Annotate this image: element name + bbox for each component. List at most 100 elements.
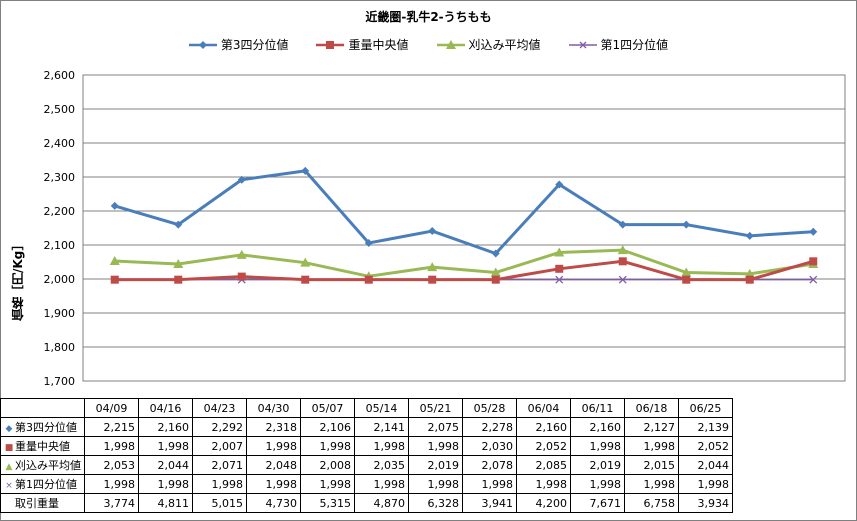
- data-label: 4,870: [354, 493, 409, 513]
- data-point-triangle: [236, 249, 247, 259]
- data-table: 04/09 04/16 04/23 04/30 05/07 05/14 05/21 05/28…: [0, 398, 733, 513]
- data-label: 3,934: [678, 493, 733, 513]
- series-line-triangle: [114, 248, 814, 278]
- data-label: 1,998: [678, 474, 733, 494]
- data-label: 2,160: [138, 417, 193, 437]
- data-label: 4,730: [246, 493, 301, 513]
- legend-entry: 第3四分位値: [188, 36, 288, 53]
- table-row-header: ◆ 第3四分位値: [0, 417, 85, 437]
- data-point-diamond: [364, 238, 373, 247]
- x-tick-label: 05/21: [408, 398, 463, 418]
- data-point-triangle: [109, 255, 120, 265]
- data-label: 4,200: [516, 493, 571, 513]
- data-label: 1,998: [246, 436, 301, 456]
- table-row-header: ▲ 刈込み平均値: [0, 455, 85, 475]
- data-label: 2,044: [138, 455, 193, 475]
- data-label: 1,998: [354, 436, 409, 456]
- data-label: 1,998: [570, 436, 625, 456]
- x-tick-label: 06/25: [678, 398, 733, 418]
- table-row: × 第1四分位値 1,998 1,998 1,998 1,998 1,998 1,998 1,9…: [0, 474, 733, 494]
- data-label: 5,015: [192, 493, 247, 513]
- data-point-triangle: [617, 245, 628, 255]
- table-row-header: × 第1四分位値: [0, 474, 85, 494]
- data-label: 2,141: [354, 417, 409, 437]
- data-label: 1,998: [84, 474, 139, 494]
- data-point-diamond: [682, 220, 691, 229]
- data-point-x: [618, 275, 627, 284]
- legend-swatch: [568, 41, 597, 48]
- x-tick-label: 04/30: [246, 398, 301, 418]
- x-tick-label: 05/28: [462, 398, 517, 418]
- legend-swatch: [188, 40, 217, 49]
- legend-swatch: [436, 39, 465, 49]
- data-label: 2,292: [192, 417, 247, 437]
- plot-border: [82, 74, 846, 382]
- data-point-square: [809, 257, 818, 266]
- data-label: 1,998: [354, 474, 409, 494]
- x-marker-icon: ×: [5, 481, 13, 491]
- legend-entry: 刈込み平均値: [436, 36, 541, 53]
- series-line-square: [114, 259, 814, 282]
- data-point-square: [301, 275, 310, 284]
- data-point-diamond: [745, 231, 754, 240]
- data-label: 2,085: [516, 455, 571, 475]
- x-tick-label: 06/11: [570, 398, 625, 418]
- data-label: 1,998: [84, 436, 139, 456]
- data-label: 2,075: [408, 417, 463, 437]
- x-tick-label: 04/23: [192, 398, 247, 418]
- data-label: 1,998: [570, 474, 625, 494]
- data-point-triangle: [490, 267, 501, 277]
- table-header-row: 04/09 04/16 04/23 04/30 05/07 05/14 05/21 05/28…: [0, 398, 733, 418]
- data-point-triangle: [554, 247, 565, 257]
- x-tick-label: 04/09: [84, 398, 139, 418]
- table-row-label: 第3四分位値: [15, 421, 77, 434]
- data-label: 1,998: [300, 474, 355, 494]
- table-row-label: 第1四分位値: [15, 478, 77, 491]
- y-tick-label: 2,300: [44, 171, 76, 184]
- data-label: 2,030: [462, 436, 517, 456]
- legend-swatch: [316, 40, 345, 49]
- table-row: ◆ 第3四分位値 2,215 2,160 2,292 2,318 2,106 2,141 2,0…: [0, 417, 733, 437]
- legend-entry: 重量中央値: [316, 36, 409, 53]
- data-label: 4,811: [138, 493, 193, 513]
- data-point-x: [555, 275, 564, 284]
- data-label: 1,998: [246, 474, 301, 494]
- y-tick-label: 2,000: [44, 273, 76, 286]
- legend-label: 重量中央値: [348, 38, 409, 52]
- x-tick-label: 04/16: [138, 398, 193, 418]
- data-label: 2,019: [408, 455, 463, 475]
- table-row-label: 重量中央値: [15, 440, 70, 453]
- data-label: 1,998: [408, 474, 463, 494]
- data-label: 2,008: [300, 455, 355, 475]
- square-marker-icon: ■: [4, 443, 14, 453]
- data-label: 2,019: [570, 455, 625, 475]
- data-label: 1,998: [408, 436, 463, 456]
- table-row-label: 取引重量: [15, 497, 59, 510]
- data-label: 1,998: [462, 474, 517, 494]
- y-tick-label: 2,100: [44, 239, 76, 252]
- data-point-diamond: [555, 180, 564, 189]
- data-point-diamond: [301, 166, 310, 175]
- data-point-square: [110, 275, 119, 284]
- data-label: 2,215: [84, 417, 139, 437]
- data-label: 2,106: [300, 417, 355, 437]
- table-row-header: ■ 重量中央値: [0, 436, 85, 456]
- data-label: 2,053: [84, 455, 139, 475]
- data-point-triangle: [744, 268, 755, 278]
- legend-label: 刈込み平均値: [468, 38, 541, 52]
- data-label: 2,071: [192, 455, 247, 475]
- data-label: 7,671: [570, 493, 625, 513]
- series-line-diamond: [114, 169, 814, 256]
- y-tick-label: 1,800: [44, 341, 76, 354]
- data-label: 2,052: [516, 436, 571, 456]
- data-label: 2,035: [354, 455, 409, 475]
- data-label: 2,139: [678, 417, 733, 437]
- data-point-square: [745, 275, 754, 284]
- table-corner-cell: [0, 398, 85, 418]
- y-tick-label: 1,900: [44, 307, 76, 320]
- diamond-marker-icon: ◆: [5, 424, 13, 434]
- triangle-marker-icon: ▲: [5, 462, 13, 472]
- data-label: 1,998: [516, 474, 571, 494]
- data-point-diamond: [174, 220, 183, 229]
- y-tick-label: 2,500: [44, 103, 76, 116]
